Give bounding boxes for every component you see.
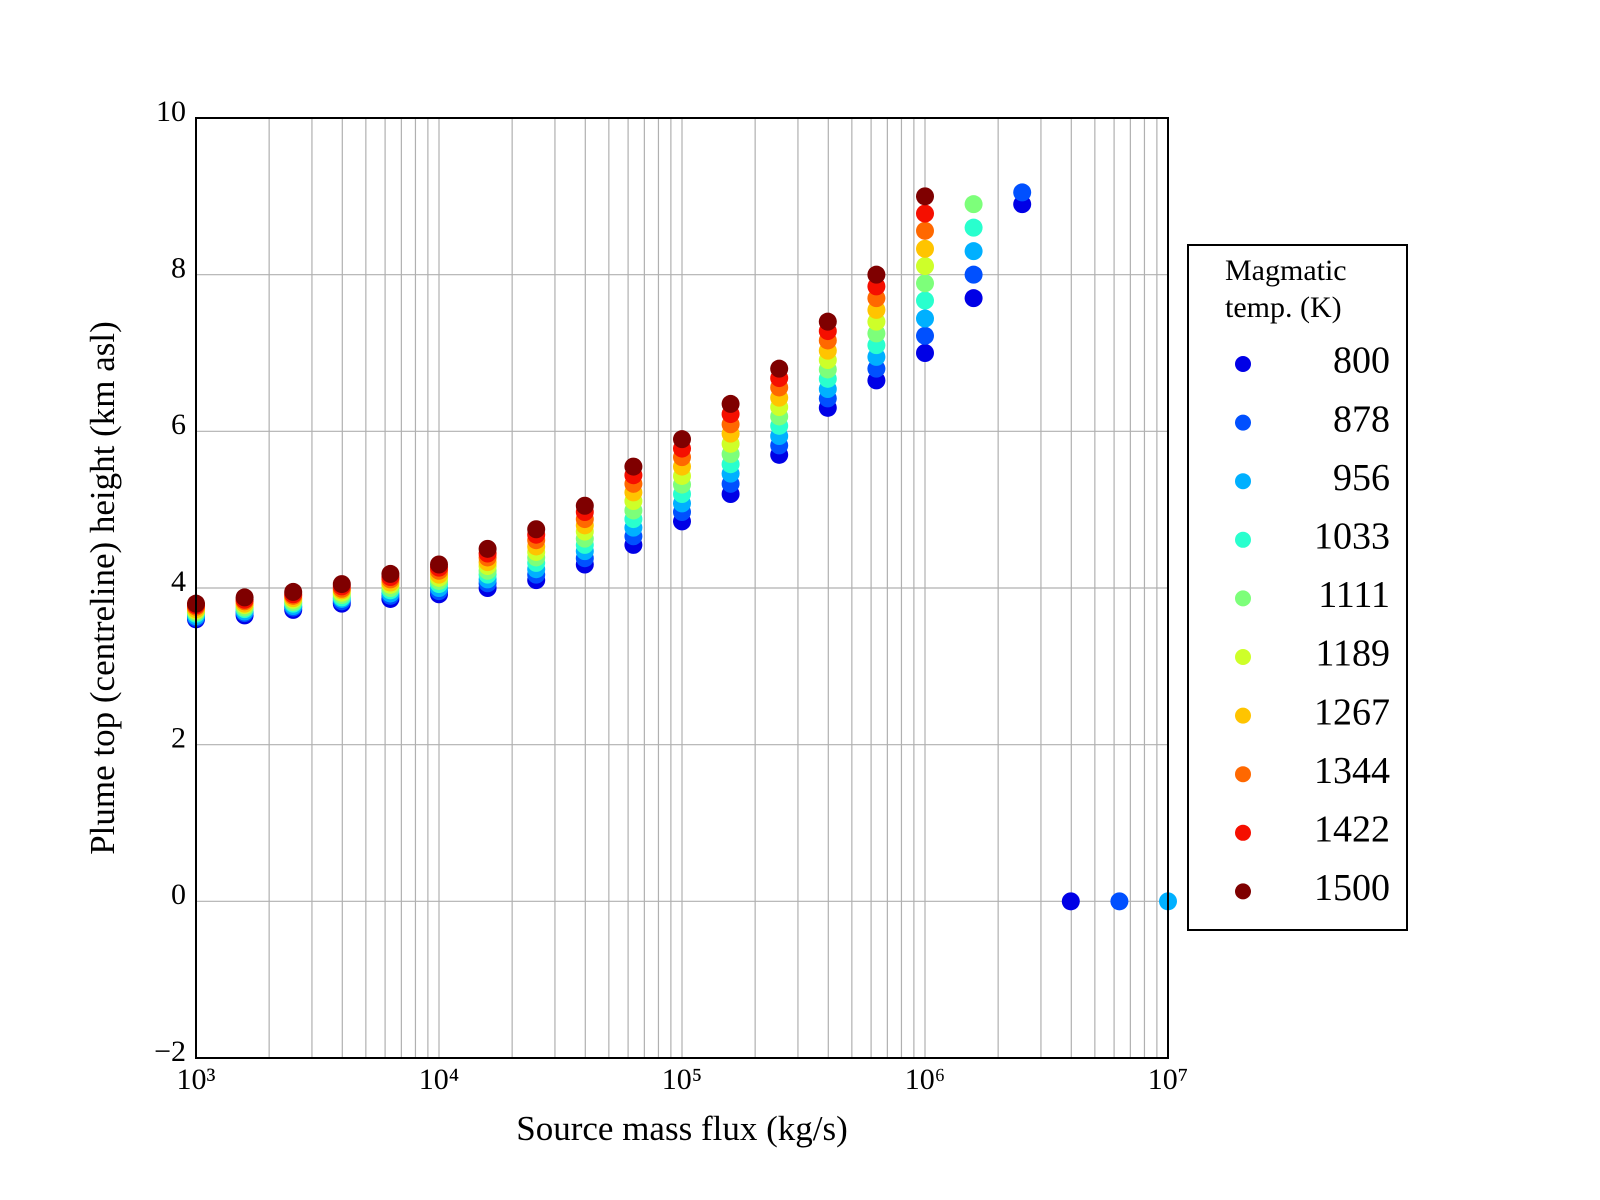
legend-label: 1500 (1314, 867, 1390, 909)
legend-label: 956 (1333, 457, 1390, 499)
scatter-point (770, 359, 789, 378)
x-tick-label: 10⁴ (419, 1063, 459, 1096)
legend-marker (1235, 590, 1251, 607)
scatter-point (964, 289, 983, 308)
scatter-point (916, 257, 934, 276)
scatter-point (916, 239, 934, 258)
scatter-point (916, 344, 934, 362)
legend-label: 1189 (1315, 633, 1390, 675)
y-tick-label: −2 (154, 1035, 186, 1068)
x-axis-label: Source mass flux (kg/s) (516, 1109, 847, 1148)
plot-frame (195, 117, 1169, 1059)
scatter-point (235, 588, 254, 607)
scatter-point (916, 204, 934, 223)
legend-marker (1235, 649, 1251, 665)
legend-label: 1033 (1314, 516, 1390, 558)
legend-label: 1422 (1314, 809, 1390, 851)
legend-label: 878 (1333, 398, 1390, 440)
legend-marker (1235, 531, 1251, 548)
legend-marker (1235, 473, 1251, 490)
scatter-point (478, 539, 497, 558)
scatter-point (430, 555, 448, 574)
x-tick-label: 10⁶ (905, 1063, 945, 1096)
x-tick-label: 10⁷ (1148, 1063, 1188, 1096)
scatter-points (187, 183, 1177, 911)
scatter-point (818, 312, 837, 331)
tick-labels: 10³ 10⁴ 10⁵ 10⁶ 10⁷ −2 0 2 4 6 8 10 (154, 95, 1188, 1096)
legend-marker (1235, 766, 1251, 783)
y-axis-label: Plume top (centreline) height (km asl) (83, 321, 122, 855)
legend-marker (1235, 707, 1251, 724)
scatter-point (673, 430, 691, 449)
y-tick-label: 0 (171, 878, 186, 911)
scatter-point (527, 520, 546, 539)
scatter-point (916, 309, 934, 328)
legend-marker (1235, 356, 1251, 372)
scatter-point (964, 195, 983, 214)
scatter-point (1013, 183, 1032, 202)
legend-title: Magmatic (1225, 254, 1347, 287)
legend: Magmatic temp. (K) 800 878 956 1033 1111 1189 12… (1225, 254, 1390, 909)
scatter-point (624, 457, 643, 476)
legend-label: 1267 (1314, 691, 1390, 733)
y-tick-label: 6 (171, 408, 186, 441)
scatter-point (1110, 892, 1129, 911)
scatter-point (1061, 892, 1080, 911)
scatter-point (867, 265, 886, 284)
scatter-point (964, 242, 983, 261)
legend-label: 800 (1333, 340, 1390, 382)
scatter-point (332, 575, 351, 594)
y-tick-label: 4 (171, 565, 186, 598)
legend-marker (1235, 824, 1251, 841)
legend-title: temp. (K) (1225, 291, 1342, 324)
scatter-point (964, 265, 983, 284)
scatter-point (575, 496, 594, 515)
scatter-point (381, 564, 400, 583)
scatter-point (721, 394, 740, 413)
y-tick-label: 10 (156, 95, 186, 128)
scatter-point (916, 187, 934, 206)
scatter-point (964, 218, 983, 237)
x-tick-label: 10⁵ (662, 1063, 702, 1096)
legend-box (1187, 244, 1408, 931)
legend-marker (1235, 883, 1251, 900)
scatter-point (916, 291, 934, 310)
legend-label: 1111 (1318, 574, 1390, 616)
scatter-point (284, 582, 303, 601)
legend-label: 1344 (1314, 750, 1390, 792)
y-tick-label: 2 (171, 722, 186, 755)
y-tick-label: 8 (171, 252, 186, 285)
x-tick-label: 10³ (177, 1063, 216, 1096)
scatter-point (916, 221, 934, 240)
scatter-point (916, 274, 934, 293)
scatter-point (916, 326, 934, 345)
legend-marker (1235, 414, 1251, 431)
